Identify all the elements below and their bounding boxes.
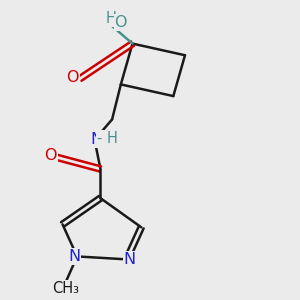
Text: H: H <box>105 11 116 26</box>
Text: N: N <box>124 252 136 267</box>
Text: O: O <box>45 148 57 163</box>
Text: CH₃: CH₃ <box>52 281 79 296</box>
Text: - H: - H <box>97 131 118 146</box>
Text: N: N <box>90 132 102 147</box>
Text: O: O <box>67 70 79 85</box>
Text: N: N <box>68 249 80 264</box>
Text: O: O <box>115 15 127 30</box>
